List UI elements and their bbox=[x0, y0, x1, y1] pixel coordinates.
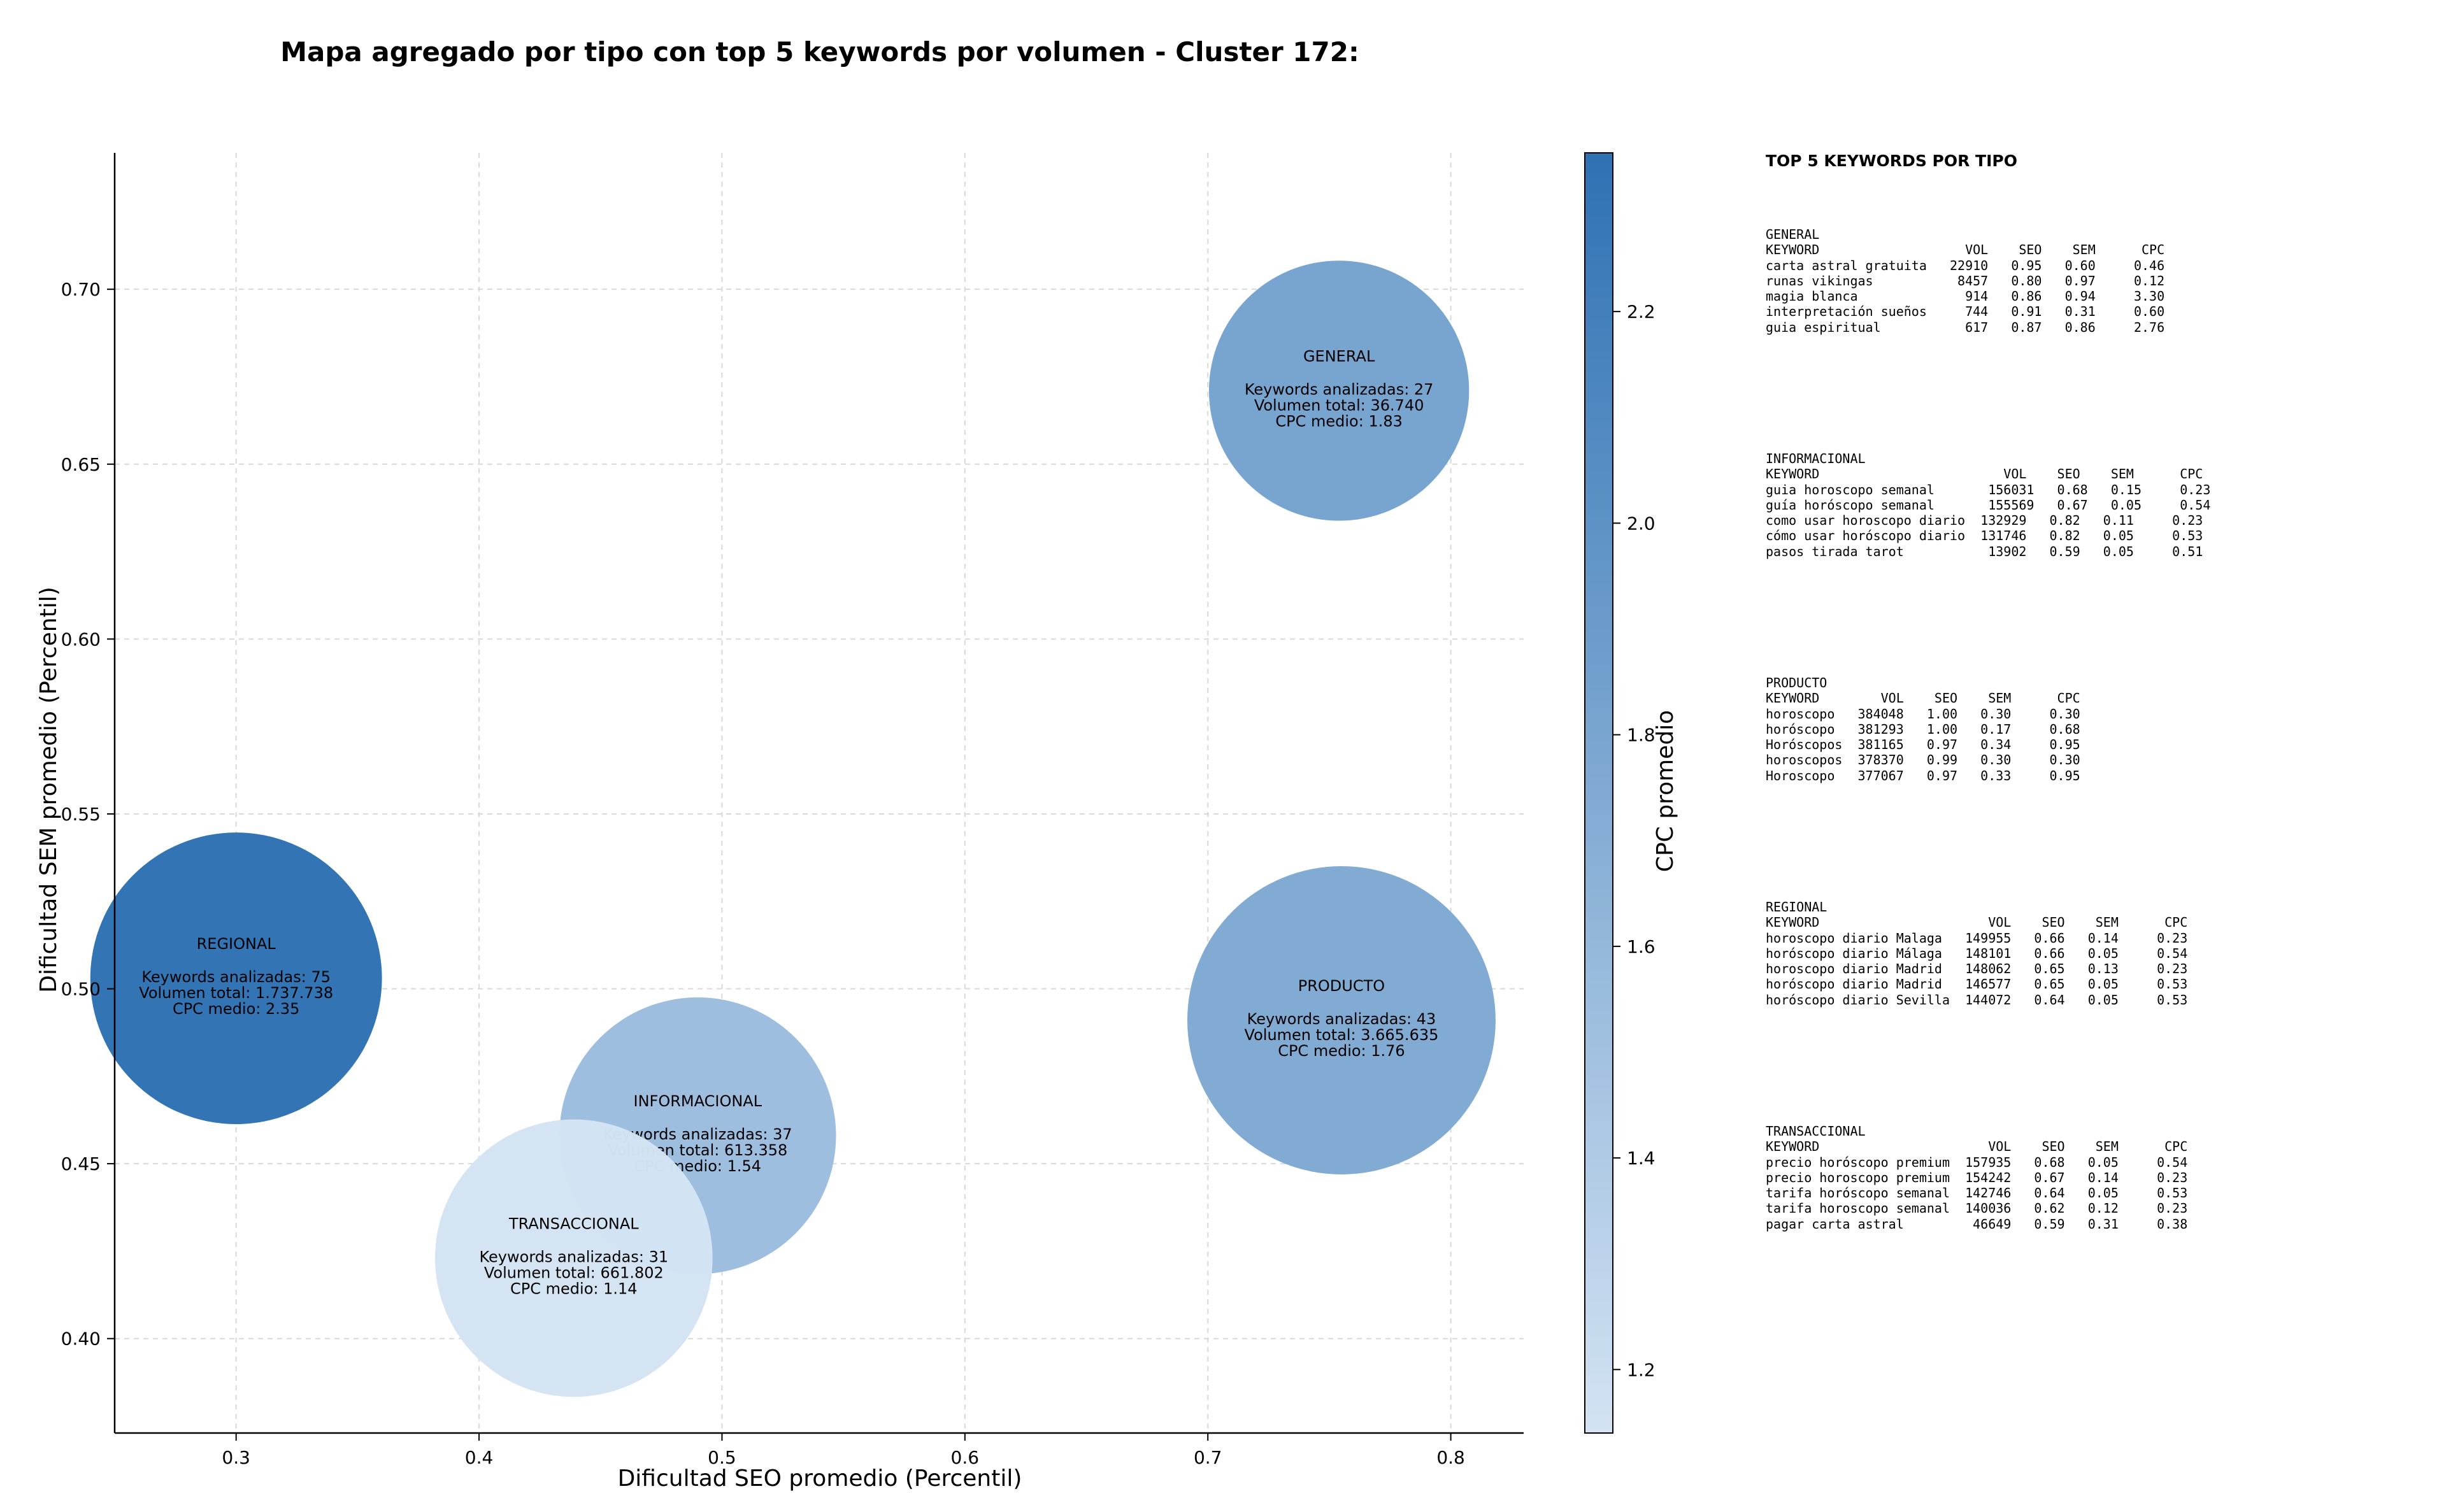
x-tick-label: 0.6 bbox=[951, 1447, 980, 1468]
colorbar: 1.2 1.4 1.6 1.8 2.0 2.2 bbox=[1584, 152, 1656, 1434]
bubble-stat-label: Keywords analizadas: 31 bbox=[480, 1248, 669, 1266]
colorbar-tick-label: 2.0 bbox=[1627, 513, 1656, 534]
tables-title: TOP 5 KEYWORDS POR TIPO bbox=[1766, 152, 2017, 170]
y-tick-label: 0.50 bbox=[61, 979, 101, 1000]
colorbar-tick-label: 1.8 bbox=[1627, 725, 1656, 746]
bubble-type-label: REGIONAL bbox=[197, 935, 276, 953]
y-tick-label: 0.70 bbox=[61, 279, 101, 300]
bubble-stat-label: Keywords analizadas: 43 bbox=[1247, 1010, 1436, 1028]
colorbar-tick-label: 2.2 bbox=[1627, 301, 1656, 322]
y-tick-label: 0.60 bbox=[61, 629, 101, 650]
bubble-stat-label: Volumen total: 1.737.738 bbox=[139, 984, 333, 1002]
bubble-stat-label: CPC medio: 1.76 bbox=[1278, 1042, 1405, 1060]
bubble-stat-label: Volumen total: 3.665.635 bbox=[1245, 1026, 1439, 1044]
table-transaccional: TRANSACCIONAL KEYWORD VOL SEO SEM CPC pr… bbox=[1766, 1123, 2188, 1232]
y-tick-label: 0.55 bbox=[61, 804, 101, 825]
bubble-type-label: TRANSACCIONAL bbox=[508, 1215, 639, 1232]
bubble-stat-label: CPC medio: 1.14 bbox=[510, 1280, 638, 1297]
table-regional: REGIONAL KEYWORD VOL SEO SEM CPC horosco… bbox=[1766, 899, 2188, 1008]
table-informacional: INFORMACIONAL KEYWORD VOL SEO SEM CPC gu… bbox=[1766, 451, 2211, 559]
x-tick-label: 0.8 bbox=[1436, 1447, 1465, 1468]
colorbar-tick-label: 1.2 bbox=[1627, 1359, 1656, 1380]
colorbar-label: CPC promedio bbox=[1652, 710, 1678, 872]
bubble-stat-label: Keywords analizadas: 75 bbox=[141, 968, 331, 986]
bubble-type-label: INFORMACIONAL bbox=[634, 1092, 762, 1110]
chart-title: Mapa agregado por tipo con top 5 keyword… bbox=[280, 36, 1359, 68]
y-tick-label: 0.65 bbox=[61, 454, 101, 475]
bubble-circle bbox=[1208, 260, 1470, 521]
y-axis-label: Dificultad SEM promedio (Percentil) bbox=[36, 587, 62, 993]
bubble-stat-label: Volumen total: 661.802 bbox=[484, 1264, 664, 1281]
keywords-tables: TOP 5 KEYWORDS POR TIPO GENERAL KEYWORD … bbox=[1766, 146, 2428, 1232]
axes: 0.3 0.4 0.5 0.6 0.7 0.8 0.40 0.45 0.50 0.55 0.60 0.… bbox=[61, 153, 1524, 1468]
bubble-stat-label: Volumen total: 36.740 bbox=[1254, 396, 1424, 414]
colorbar-tick-label: 1.4 bbox=[1627, 1148, 1656, 1169]
table-general: GENERAL KEYWORD VOL SEO SEM CPC carta as… bbox=[1766, 227, 2165, 335]
bubble-stat-label: Keywords analizadas: 27 bbox=[1245, 380, 1434, 398]
x-axis-label: Dificultad SEO promedio (Percentil) bbox=[618, 1466, 1022, 1492]
bubble-type-label: PRODUCTO bbox=[1298, 977, 1385, 995]
y-tick-label: 0.40 bbox=[61, 1329, 101, 1350]
bubble-transaccional: TRANSACCIONAL Keywords analizadas: 31Volu… bbox=[434, 1119, 713, 1397]
bubble-circle bbox=[90, 832, 382, 1124]
colorbar-gradient bbox=[1584, 152, 1613, 1434]
bubble-type-label: GENERAL bbox=[1303, 347, 1375, 365]
bubble-circle bbox=[434, 1119, 713, 1397]
x-tick-label: 0.5 bbox=[708, 1447, 736, 1468]
colorbar-tick-label: 1.6 bbox=[1627, 936, 1656, 957]
bubble-stat-label: CPC medio: 2.35 bbox=[173, 1000, 300, 1018]
bubble-circle bbox=[1187, 866, 1496, 1174]
x-tick-label: 0.7 bbox=[1194, 1447, 1222, 1468]
x-tick-label: 0.4 bbox=[465, 1447, 494, 1468]
table-producto: PRODUCTO KEYWORD VOL SEO SEM CPC horosco… bbox=[1766, 675, 2080, 783]
y-tick-label: 0.45 bbox=[61, 1153, 101, 1174]
x-tick-label: 0.3 bbox=[222, 1447, 250, 1468]
bubble-stat-label: CPC medio: 1.83 bbox=[1275, 412, 1403, 430]
